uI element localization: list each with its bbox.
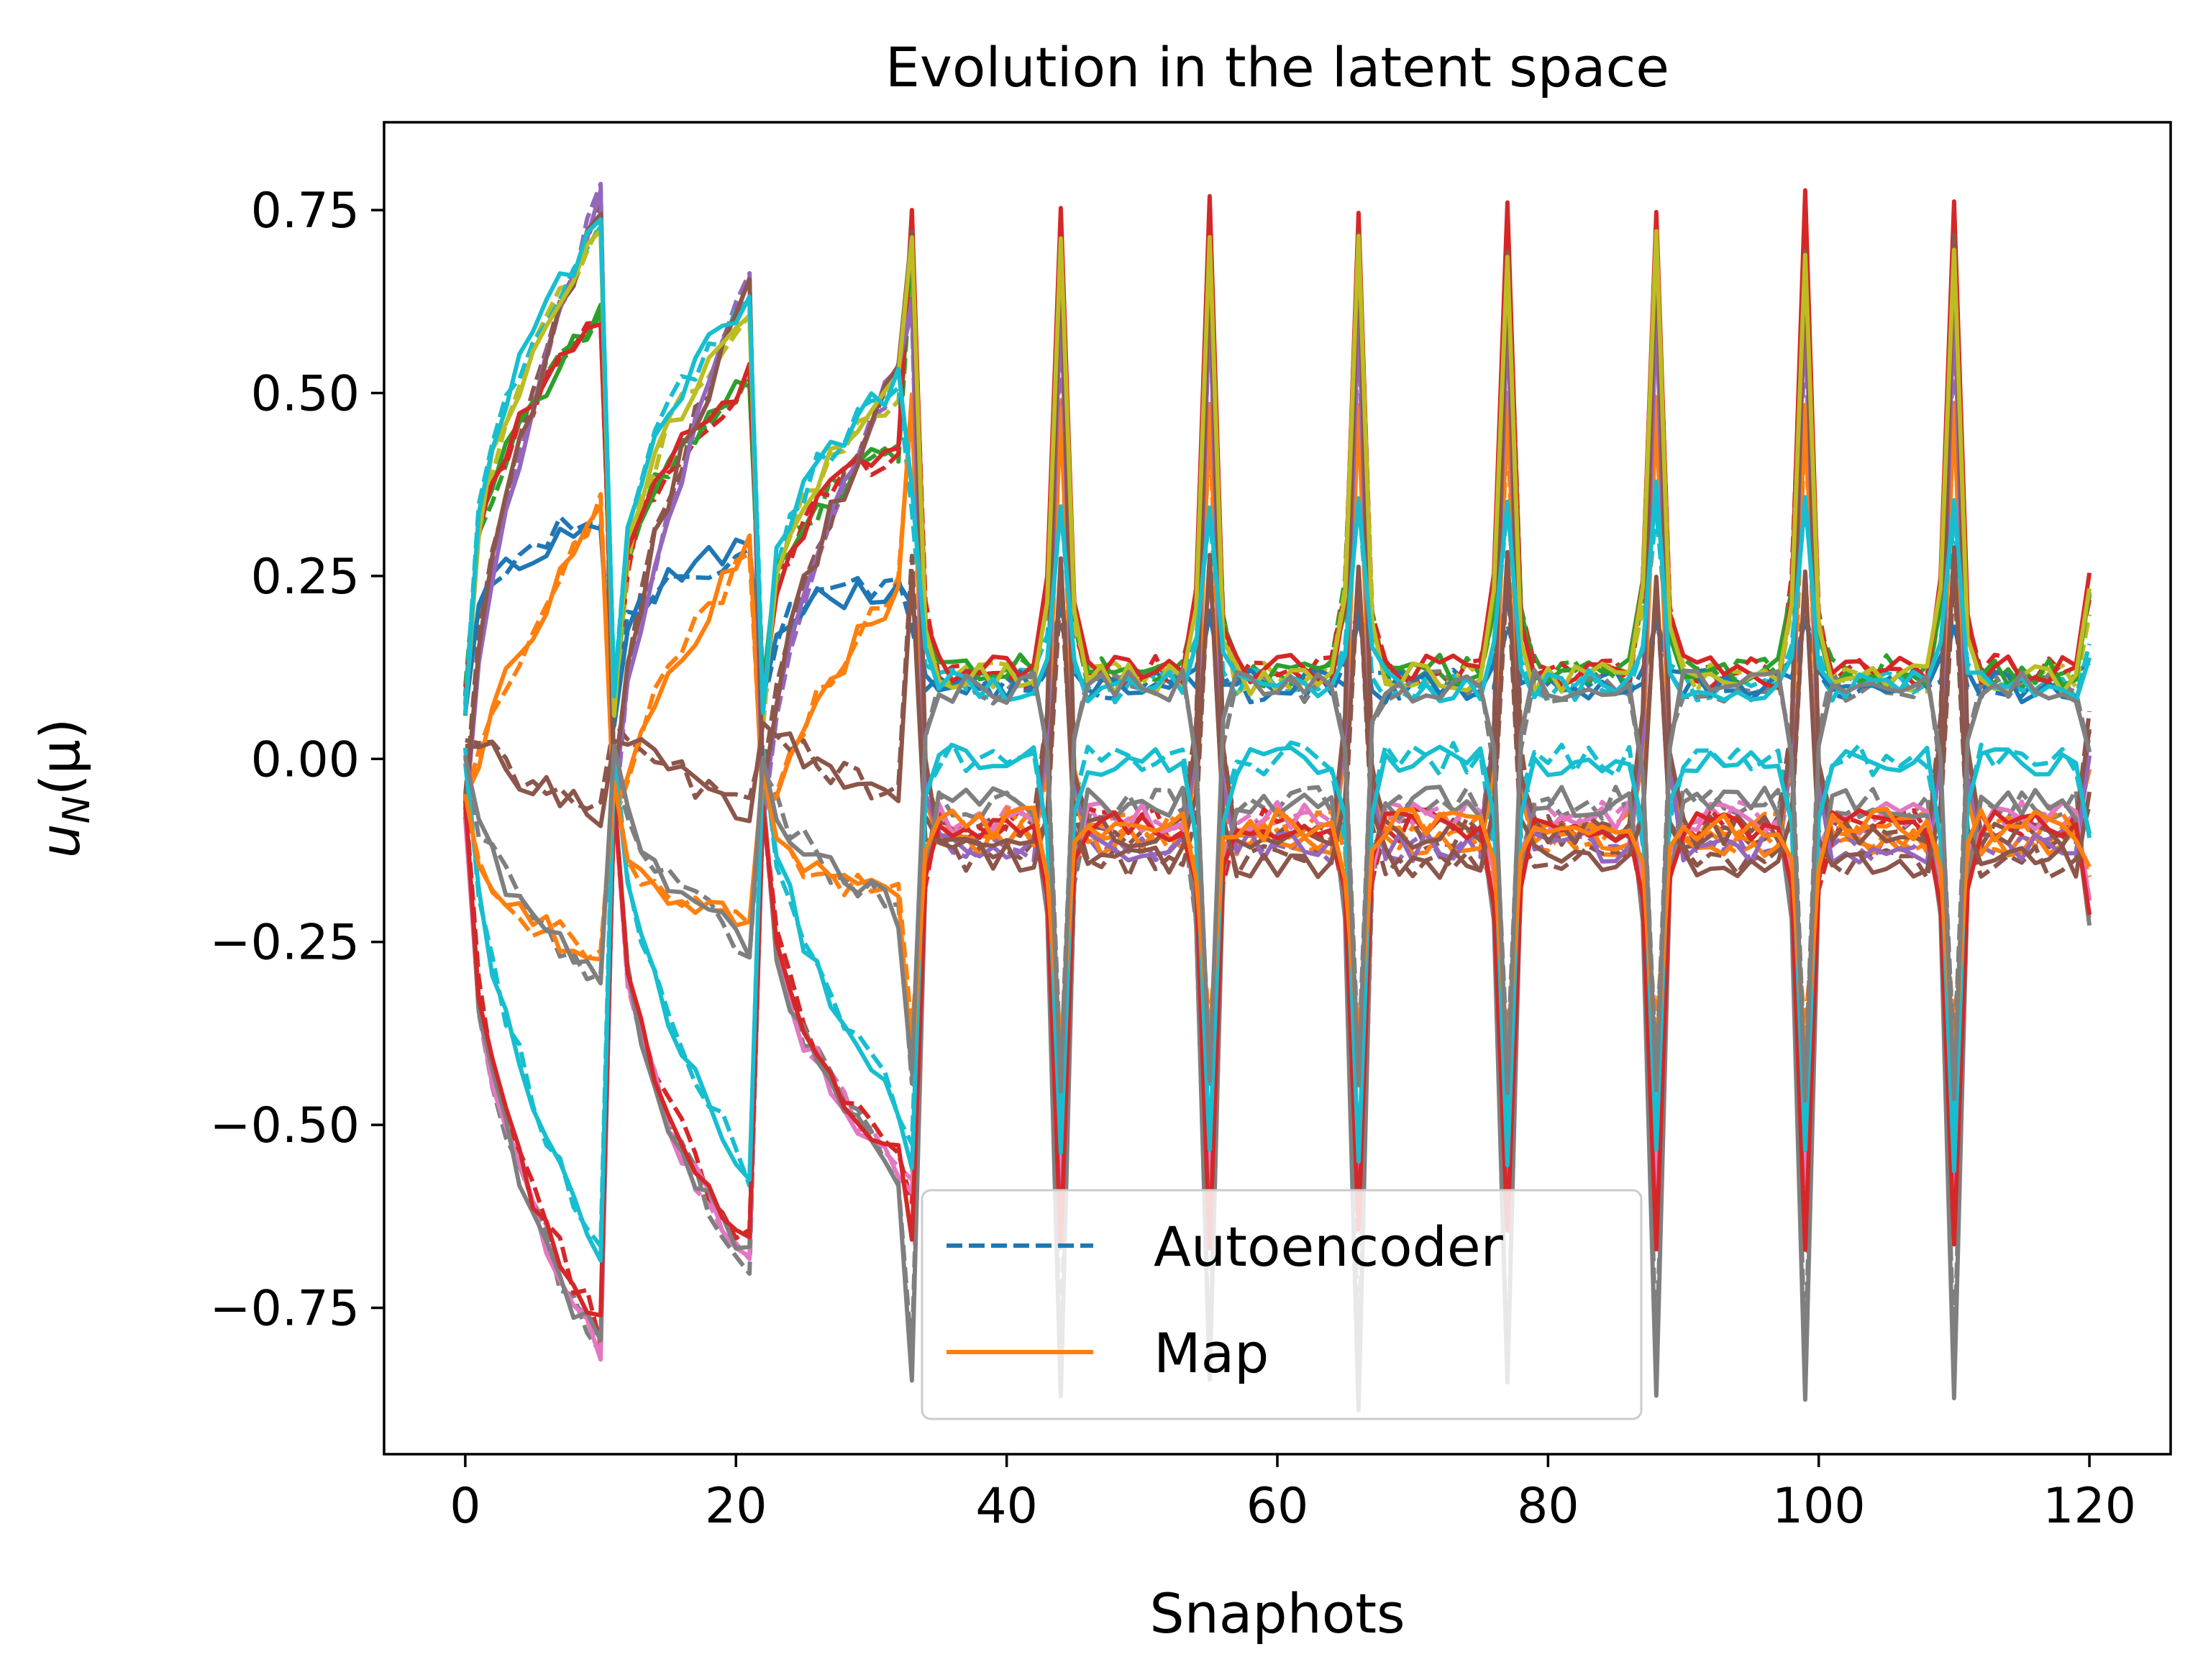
y-tick-label: 0.75	[251, 183, 360, 239]
y-tick-label: −0.75	[210, 1280, 360, 1337]
y-tick-label: 0.00	[251, 731, 360, 788]
x-tick-label: 80	[1517, 1478, 1579, 1535]
y-axis-label-suffix: (μ)	[28, 718, 92, 796]
y-tick-label: −0.25	[210, 915, 360, 972]
y-tick-label: −0.50	[210, 1097, 360, 1154]
y-tick-label: 0.50	[251, 366, 360, 423]
x-tick-label: 20	[705, 1478, 767, 1535]
legend-map-label: Map	[1154, 1321, 1269, 1385]
y-axis-label-base: u	[28, 823, 92, 858]
legend: Autoencoder Map	[922, 1190, 1641, 1419]
x-axis-label: Snaphots	[1149, 1581, 1405, 1645]
x-tick-label: 100	[1772, 1478, 1866, 1535]
legend-autoencoder-label: Autoencoder	[1154, 1215, 1504, 1279]
y-axis-label-sub: N	[55, 795, 99, 823]
x-tick-label: 60	[1246, 1478, 1309, 1535]
x-tick-label: 0	[450, 1478, 480, 1535]
x-tick-label: 120	[2043, 1478, 2136, 1535]
x-tick-label: 40	[975, 1478, 1038, 1535]
chart-title: Evolution in the latent space	[885, 35, 1669, 99]
y-axis-label: uN(μ)	[28, 718, 99, 859]
y-tick-label: 0.25	[251, 549, 360, 606]
